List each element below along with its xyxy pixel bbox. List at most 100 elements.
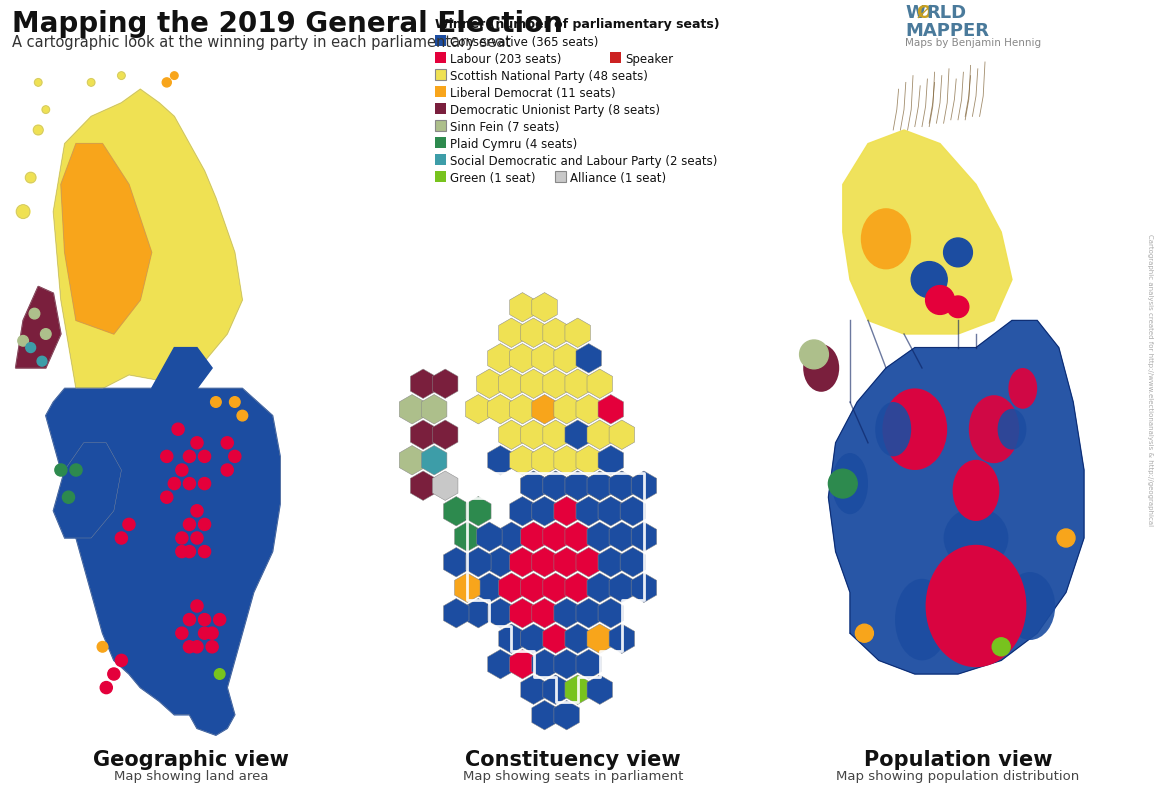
Text: Alliance (1 seat): Alliance (1 seat) <box>570 172 666 185</box>
Ellipse shape <box>1009 368 1037 409</box>
Polygon shape <box>532 701 558 730</box>
Polygon shape <box>554 598 580 628</box>
Circle shape <box>16 205 30 218</box>
Polygon shape <box>455 522 480 551</box>
Polygon shape <box>576 598 602 628</box>
FancyBboxPatch shape <box>435 171 445 182</box>
Polygon shape <box>532 598 558 628</box>
Polygon shape <box>510 446 536 475</box>
Circle shape <box>123 518 135 530</box>
Polygon shape <box>521 675 546 705</box>
Circle shape <box>25 342 36 353</box>
Text: Plaid Cymru (4 seats): Plaid Cymru (4 seats) <box>450 138 577 151</box>
Circle shape <box>229 397 241 407</box>
Polygon shape <box>487 650 514 679</box>
Polygon shape <box>565 522 590 551</box>
Polygon shape <box>521 471 546 501</box>
Polygon shape <box>565 318 590 347</box>
Polygon shape <box>521 471 546 501</box>
Polygon shape <box>487 394 514 424</box>
Polygon shape <box>576 547 602 577</box>
Polygon shape <box>499 318 524 347</box>
Ellipse shape <box>861 208 912 270</box>
Polygon shape <box>510 598 536 628</box>
Circle shape <box>97 642 108 652</box>
Text: Population view: Population view <box>864 750 1052 770</box>
Polygon shape <box>521 624 546 654</box>
Polygon shape <box>587 369 612 398</box>
Text: Cartographic analysis created for http://www.electionanalysis & http://geographi: Cartographic analysis created for http:/… <box>1147 234 1154 526</box>
Polygon shape <box>543 471 568 501</box>
Ellipse shape <box>1004 572 1055 640</box>
Polygon shape <box>521 318 546 347</box>
Polygon shape <box>521 420 546 450</box>
Polygon shape <box>565 420 590 450</box>
Polygon shape <box>499 522 524 551</box>
Text: Geographic view: Geographic view <box>93 750 289 770</box>
Polygon shape <box>543 675 568 705</box>
Polygon shape <box>521 522 546 551</box>
Polygon shape <box>632 471 657 501</box>
Circle shape <box>237 410 248 421</box>
Polygon shape <box>532 446 558 475</box>
Polygon shape <box>53 443 121 538</box>
Polygon shape <box>565 369 590 398</box>
Polygon shape <box>554 650 580 679</box>
Text: Scottish National Party (48 seats): Scottish National Party (48 seats) <box>450 70 648 83</box>
Polygon shape <box>598 598 624 628</box>
Polygon shape <box>587 573 612 602</box>
Ellipse shape <box>803 344 839 392</box>
Circle shape <box>211 397 221 407</box>
Circle shape <box>191 437 202 449</box>
Polygon shape <box>421 446 447 475</box>
Polygon shape <box>499 624 524 654</box>
Ellipse shape <box>997 409 1026 450</box>
Polygon shape <box>532 650 558 679</box>
Circle shape <box>229 450 241 462</box>
Polygon shape <box>554 394 580 424</box>
Circle shape <box>176 546 187 558</box>
Polygon shape <box>598 547 624 577</box>
Text: MAPPER: MAPPER <box>905 22 989 40</box>
Polygon shape <box>609 471 634 501</box>
Circle shape <box>214 614 226 626</box>
Polygon shape <box>576 446 602 475</box>
Ellipse shape <box>952 460 1000 521</box>
Polygon shape <box>411 420 436 450</box>
Text: Maps by Benjamin Hennig: Maps by Benjamin Hennig <box>905 38 1041 48</box>
Polygon shape <box>532 497 558 526</box>
Circle shape <box>40 329 51 339</box>
Polygon shape <box>576 650 602 679</box>
Circle shape <box>1057 529 1075 547</box>
Polygon shape <box>632 522 657 551</box>
Circle shape <box>221 464 234 476</box>
Polygon shape <box>554 343 580 373</box>
Circle shape <box>828 469 857 498</box>
Circle shape <box>118 72 125 79</box>
Polygon shape <box>543 318 568 347</box>
Circle shape <box>912 262 948 298</box>
Circle shape <box>199 546 211 558</box>
Ellipse shape <box>883 388 948 470</box>
Polygon shape <box>587 522 612 551</box>
Polygon shape <box>521 573 546 602</box>
Text: Liberal Democrat (11 seats): Liberal Democrat (11 seats) <box>450 87 616 100</box>
Polygon shape <box>487 598 514 628</box>
Polygon shape <box>543 369 568 398</box>
Circle shape <box>42 106 50 114</box>
Ellipse shape <box>944 507 1009 569</box>
Polygon shape <box>433 471 458 501</box>
Circle shape <box>206 641 219 653</box>
Circle shape <box>88 78 95 86</box>
Polygon shape <box>620 547 646 577</box>
Ellipse shape <box>832 453 868 514</box>
Circle shape <box>116 654 127 666</box>
Polygon shape <box>499 420 524 450</box>
Polygon shape <box>53 90 242 388</box>
Circle shape <box>199 518 211 530</box>
Polygon shape <box>565 471 590 501</box>
Text: Winner (number of parliamentary seats): Winner (number of parliamentary seats) <box>435 18 720 31</box>
Ellipse shape <box>968 395 1019 463</box>
Polygon shape <box>487 547 514 577</box>
Polygon shape <box>510 497 536 526</box>
